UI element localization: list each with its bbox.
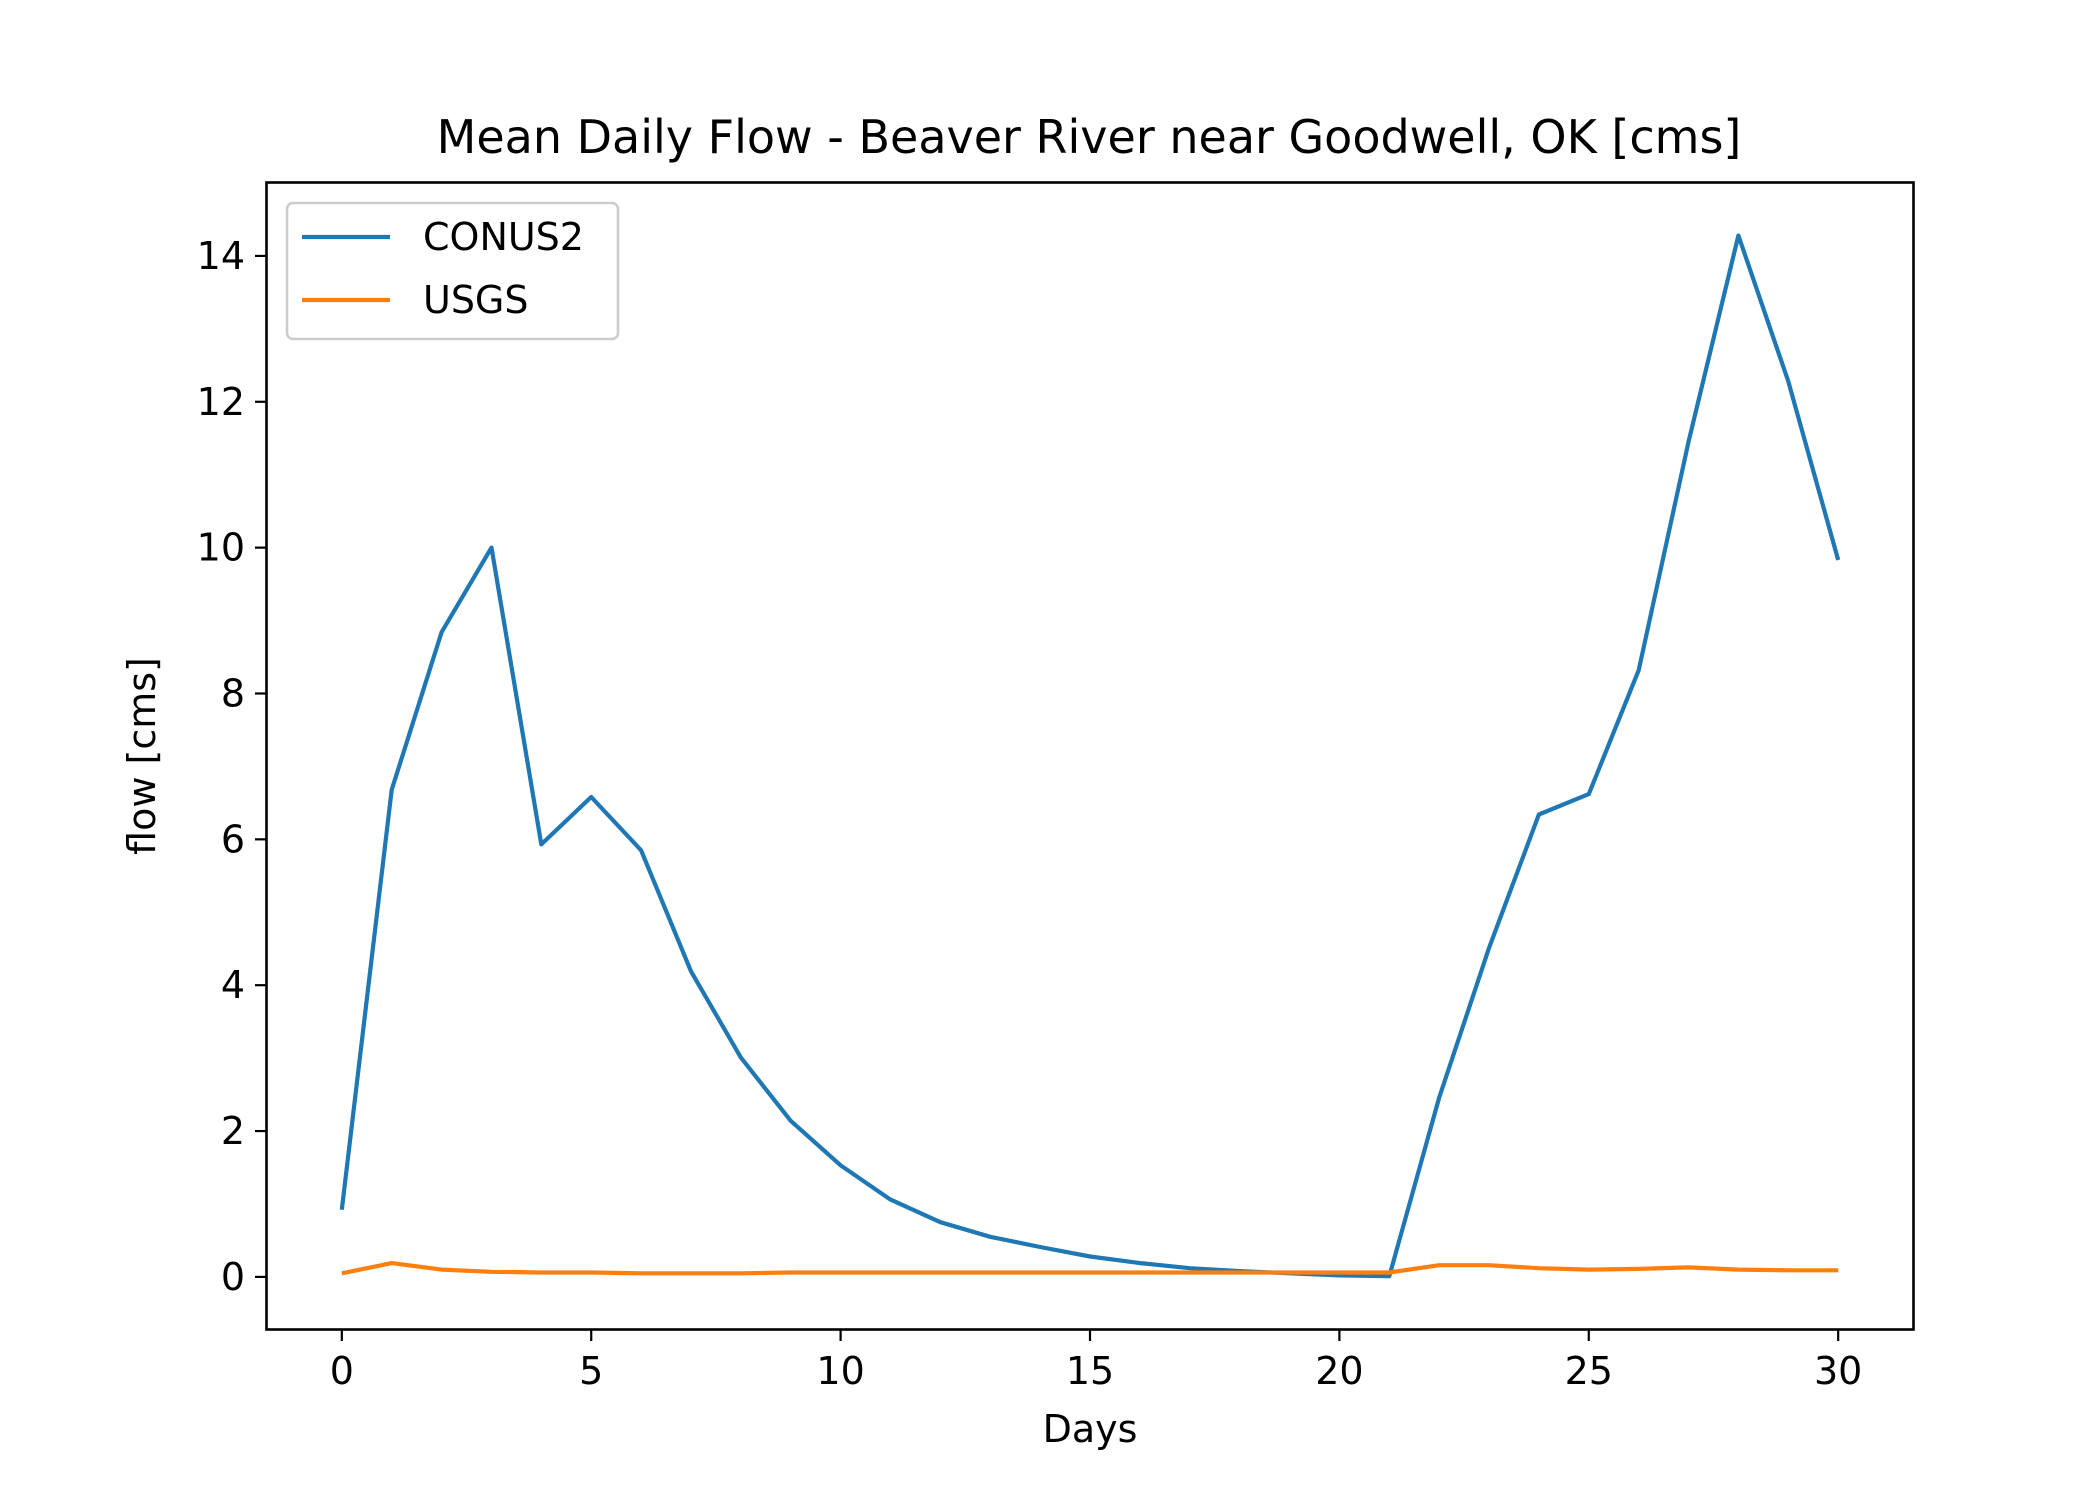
legend-label-conus2: CONUS2	[423, 215, 584, 259]
y-tick-label: 10	[197, 526, 245, 570]
series-line-usgs	[341, 1260, 1839, 1276]
x-tick-label: 30	[1814, 1349, 1862, 1393]
plot-frame	[265, 181, 1915, 1331]
x-tick-label: 20	[1315, 1349, 1363, 1393]
x-tick-label: 10	[816, 1349, 864, 1393]
x-tick-label: 25	[1565, 1349, 1613, 1393]
y-tick-label: 4	[221, 963, 245, 1007]
legend: CONUS2 USGS	[285, 201, 620, 341]
x-tick-label: 15	[1066, 1349, 1114, 1393]
y-tick-label: 2	[221, 1109, 245, 1153]
y-tick-label: 0	[221, 1255, 245, 1299]
plot-area	[339, 233, 1841, 1279]
y-tick-label: 14	[197, 234, 245, 278]
y-tick-label: 12	[197, 380, 245, 424]
series-line-conus2	[339, 233, 1841, 1279]
y-tick-label: 8	[221, 671, 245, 715]
y-axis-label: flow [cms]	[120, 657, 164, 855]
x-tick-label: 5	[579, 1349, 603, 1393]
chart-title: Mean Daily Flow - Beaver River near Good…	[437, 110, 1742, 164]
x-tick-label: 0	[330, 1349, 354, 1393]
legend-label-usgs: USGS	[423, 278, 529, 322]
x-axis-label: Days	[1043, 1407, 1138, 1451]
axis-ticks: 0 5 10 15 20 25 30 0 2 4 6 8 10 12 14	[197, 234, 1863, 1393]
y-tick-label: 6	[221, 817, 245, 861]
